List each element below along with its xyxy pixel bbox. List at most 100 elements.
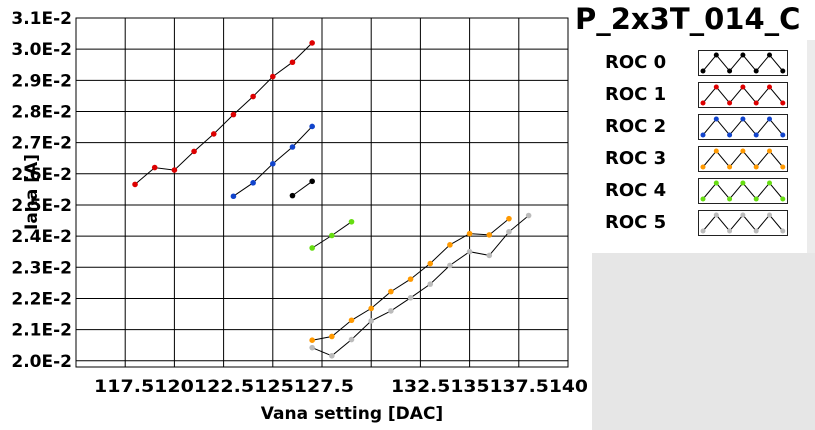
y-tick-label: 2.4E-2 <box>11 227 72 247</box>
legend-item: ROC 2 <box>595 114 807 140</box>
legend-item: ROC 3 <box>595 146 807 172</box>
legend-swatch-marker <box>753 164 759 170</box>
legend-swatch-marker <box>767 116 772 122</box>
data-point-roc-5 <box>447 262 453 269</box>
legend-swatch <box>698 114 788 140</box>
data-point-roc-5 <box>506 228 512 235</box>
legend-swatch-marker <box>780 196 786 202</box>
x-tick-label-group-2: 132.5135137.5140 <box>391 377 588 397</box>
data-point-roc-2 <box>309 123 315 130</box>
legend-swatch-marker <box>753 196 759 202</box>
data-point-roc-3 <box>329 333 335 340</box>
legend-swatch-marker <box>700 228 706 234</box>
data-point-roc-3 <box>486 232 493 238</box>
data-point-roc-1 <box>230 111 237 118</box>
data-point-roc-5 <box>486 252 493 259</box>
data-point-roc-2 <box>250 180 256 186</box>
legend-item: ROC 5 <box>595 210 807 236</box>
data-point-roc-3 <box>388 288 394 295</box>
legend-swatch-marker <box>700 196 706 202</box>
y-tick-label: 2.5E-2 <box>11 196 72 216</box>
legend-label: ROC 4 <box>605 180 667 201</box>
data-point-roc-4 <box>329 232 335 239</box>
legend-swatch-marker <box>740 148 746 154</box>
legend-swatch-marker <box>727 164 733 170</box>
legend-swatch-marker <box>780 68 786 74</box>
y-tick-label: 3.0E-2 <box>11 40 72 60</box>
legend-panel-background <box>592 253 815 430</box>
legend-swatch-marker <box>713 52 719 58</box>
data-point-roc-5 <box>309 344 315 351</box>
legend-swatch-marker <box>727 68 733 74</box>
y-tick-label: 2.8E-2 <box>11 102 72 122</box>
series-line-roc-0 <box>292 180 313 197</box>
legend-swatch <box>698 178 788 204</box>
data-point-roc-3 <box>466 230 473 237</box>
data-point-roc-2 <box>230 193 237 200</box>
y-axis-label: Iana [A] <box>22 154 42 230</box>
data-point-roc-3 <box>447 242 453 248</box>
legend-swatch-marker <box>740 212 746 218</box>
legend-swatch-marker <box>780 164 786 170</box>
legend-label: ROC 5 <box>605 212 667 233</box>
legend-item: ROC 0 <box>595 50 807 76</box>
data-point-roc-0 <box>289 192 296 199</box>
data-point-roc-5 <box>466 248 473 255</box>
x-axis-label: Vana setting [DAC] <box>261 404 443 424</box>
y-tick-label: 3.1E-2 <box>11 9 72 29</box>
data-point-roc-3 <box>348 317 355 324</box>
y-tick-label: 2.0E-2 <box>11 352 72 372</box>
legend: ROC 0 ROC 1 ROC 2 ROC 3 ROC 4 ROC 5 <box>595 50 807 250</box>
legend-swatch-marker <box>753 228 759 234</box>
data-point-roc-5 <box>368 318 375 324</box>
data-point-roc-0 <box>309 178 315 185</box>
data-point-roc-5 <box>329 352 335 359</box>
legend-swatch-marker <box>727 196 733 202</box>
series-line-roc-5 <box>312 215 529 357</box>
data-point-roc-1 <box>151 164 158 171</box>
legend-swatch-marker <box>780 228 786 234</box>
legend-item: ROC 4 <box>595 178 807 204</box>
legend-swatch <box>698 210 788 236</box>
chart-title: P_2x3T_014_C <box>575 2 801 36</box>
legend-swatch-marker <box>727 132 733 138</box>
data-point-roc-3 <box>407 276 414 282</box>
legend-swatch-marker <box>713 180 719 186</box>
legend-swatch-marker <box>700 164 706 170</box>
legend-swatch-marker <box>767 180 772 186</box>
x-tick-label-group-1: 117.5120122.5125127.5 <box>94 377 354 397</box>
data-point-roc-3 <box>309 337 315 344</box>
series-group <box>132 40 532 359</box>
legend-swatch-marker <box>753 100 759 106</box>
legend-swatch-marker <box>713 84 719 90</box>
legend-label: ROC 2 <box>605 116 667 137</box>
legend-label: ROC 3 <box>605 148 667 169</box>
legend-swatch <box>698 50 788 76</box>
y-tick-labels: 2.0E-2 2.1E-2 2.2E-2 2.3E-2 2.4E-2 2.5E-2 2.6E… <box>11 9 72 372</box>
series-line-roc-1 <box>134 42 313 185</box>
legend-swatch-marker <box>767 52 772 58</box>
data-point-roc-3 <box>427 260 434 267</box>
data-point-roc-1 <box>289 59 296 66</box>
legend-swatch-marker <box>727 100 733 106</box>
data-point-roc-5 <box>348 336 355 343</box>
legend-swatch-marker <box>740 180 746 186</box>
legend-swatch-marker <box>700 100 706 106</box>
data-point-roc-5 <box>407 295 414 301</box>
legend-swatch <box>698 82 788 108</box>
legend-swatch-marker <box>727 228 733 234</box>
right-edge-strip <box>807 40 815 430</box>
y-tick-label: 2.6E-2 <box>11 165 72 185</box>
legend-swatch-marker <box>713 116 719 122</box>
legend-swatch-marker <box>753 68 759 74</box>
data-point-roc-5 <box>388 308 394 314</box>
legend-swatch-marker <box>780 100 786 106</box>
data-point-roc-5 <box>525 212 532 219</box>
data-point-roc-2 <box>270 161 276 167</box>
y-tick-label: 2.2E-2 <box>11 289 72 309</box>
data-point-roc-1 <box>210 131 217 137</box>
data-point-roc-1 <box>250 93 256 100</box>
legend-swatch-marker <box>713 148 719 154</box>
legend-label: ROC 0 <box>605 52 667 73</box>
